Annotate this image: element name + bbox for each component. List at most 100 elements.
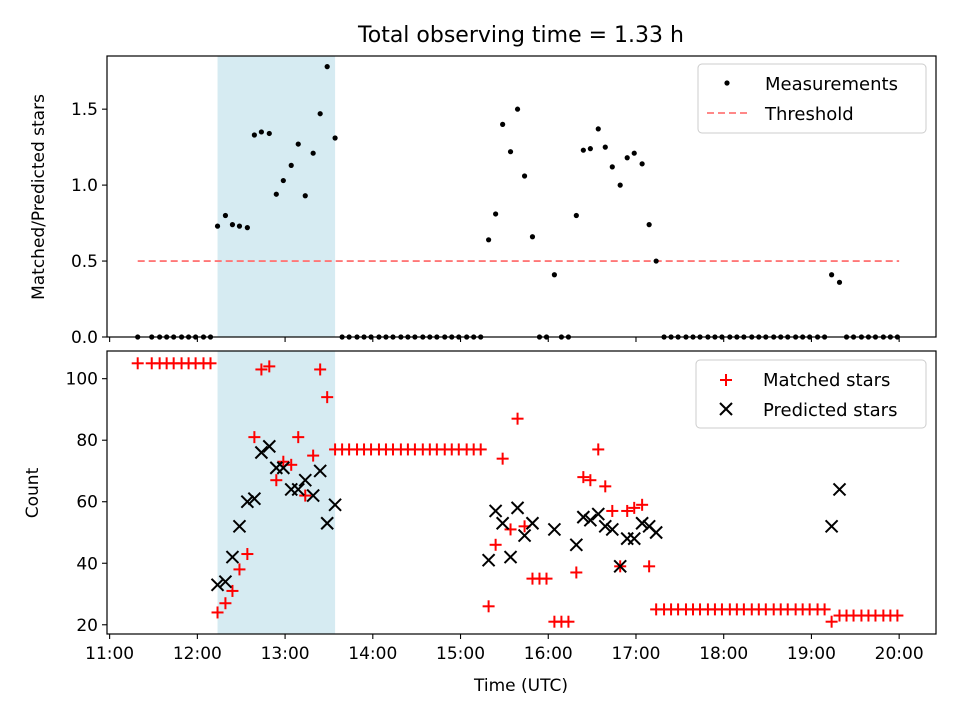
predicted-star-point (240, 495, 255, 509)
predicted-star-point (276, 461, 291, 475)
legend-predicted-marker (719, 402, 733, 416)
count-xtick-label: 16:00 (524, 644, 573, 664)
matched-star-point (496, 452, 509, 465)
matched-star-point (263, 360, 276, 373)
matched-star-point (255, 363, 268, 376)
measurement-point (631, 150, 637, 156)
predicted-star-point (481, 553, 496, 567)
matched-star-point (219, 597, 232, 610)
matched-star-point (233, 563, 246, 576)
matched-star-point (131, 357, 144, 370)
predicted-star-point (328, 498, 342, 512)
matched-star-point (570, 566, 583, 579)
ratio-panel-ylabel: Matched/Predicted stars (29, 94, 49, 300)
legend-matched-marker (720, 374, 732, 386)
measurement-point (609, 164, 615, 170)
matched-star-point (241, 548, 254, 561)
figure-title: Total observing time = 1.33 h (357, 23, 684, 48)
matched-star-point (307, 449, 320, 462)
predicted-star-point (262, 439, 276, 454)
measurement-point (507, 149, 514, 155)
predicted-star-point (832, 482, 847, 497)
predicted-star-point (598, 519, 612, 534)
count-panel-ylabel: Count (23, 467, 43, 518)
matched-star-point (277, 455, 290, 468)
matched-star-point (584, 474, 597, 487)
ratio-ytick-label: 1.0 (71, 176, 98, 196)
count-panel-frame (106, 350, 937, 635)
matched-star-point (577, 471, 590, 484)
predicted-star-point (503, 550, 518, 564)
matched-star-point (643, 560, 656, 573)
measurement-point (617, 182, 623, 188)
matched-star-point (540, 572, 553, 585)
measurement-point (521, 173, 528, 179)
measurement-point (244, 225, 250, 231)
predicted-star-point (320, 516, 334, 530)
ratio-ytick-label: 0.0 (71, 328, 98, 348)
predicted-star-point (569, 538, 584, 552)
count-panel-xlabel: Time (UTC) (473, 676, 568, 696)
count-ytick-label: 40 (76, 554, 98, 574)
matched-star-point (592, 443, 605, 456)
measurement-point (587, 146, 593, 152)
measurement-point (236, 223, 243, 229)
measurement-point (514, 106, 521, 112)
measurement-point (273, 191, 279, 197)
measurement-point (214, 223, 221, 229)
predicted-star-point (649, 525, 663, 540)
predicted-star-point (635, 516, 649, 530)
measurement-point (624, 155, 630, 161)
matched-star-point (292, 431, 305, 444)
measurement-point (251, 132, 257, 138)
matched-star-point (818, 603, 831, 616)
legend-threshold-label: Threshold (764, 104, 854, 125)
count-legend-frame (695, 359, 927, 429)
count-ytick-label: 80 (76, 431, 98, 451)
predicted-star-point (591, 507, 605, 521)
matched-star-point (270, 474, 283, 487)
count-ytick-label: 60 (76, 493, 98, 513)
measurement-point (229, 222, 236, 228)
measurement-point (258, 129, 264, 135)
matched-star-point (511, 412, 524, 425)
legend-matched-label: Matched stars (763, 370, 890, 391)
matched-star-point (891, 609, 904, 622)
predicted-star-point (218, 574, 233, 589)
ratio-panel-frame (106, 55, 937, 338)
matched-star-point (299, 489, 312, 502)
count-ytick-label: 20 (76, 616, 98, 636)
count-legend: Matched stars Predicted stars (695, 359, 927, 429)
matched-star-point (606, 504, 619, 517)
measurement-point (310, 150, 316, 156)
measurement-point (529, 234, 536, 240)
predicted-star-point (525, 516, 540, 530)
predicted-star-point (583, 513, 598, 527)
measurement-point (486, 237, 492, 243)
matched-star-point (482, 600, 495, 613)
legend-measurements-label: Measurements (765, 74, 898, 95)
ratio-panel: 0.0 0.5 1.0 1.5 Matched/Predicted stars Mea… (29, 55, 937, 348)
predicted-star-point (517, 528, 532, 543)
matched-star-point (504, 523, 517, 536)
predicted-star-point (298, 473, 312, 487)
ratio-legend-frame (697, 63, 927, 134)
ratio-legend: Measurements Threshold (697, 63, 927, 134)
predicted-star-point (627, 531, 641, 546)
measurement-point (551, 272, 557, 278)
measurement-point (302, 193, 308, 199)
predicted-star-point (306, 488, 320, 503)
measurement-point (646, 222, 652, 228)
count-xtick-label: 19:00 (787, 644, 836, 664)
measurement-point (280, 177, 286, 184)
measurement-point (288, 162, 294, 168)
measurement-point (836, 279, 843, 285)
measurement-point (602, 144, 608, 150)
predicted-star-point (313, 464, 327, 478)
predicted-star-point (495, 516, 510, 530)
predicted-star-point (576, 510, 591, 524)
ratio-ytick-label: 1.5 (71, 100, 98, 120)
matched-star-point (321, 391, 334, 404)
measurement-point (573, 212, 579, 219)
measurement-point (317, 111, 323, 117)
